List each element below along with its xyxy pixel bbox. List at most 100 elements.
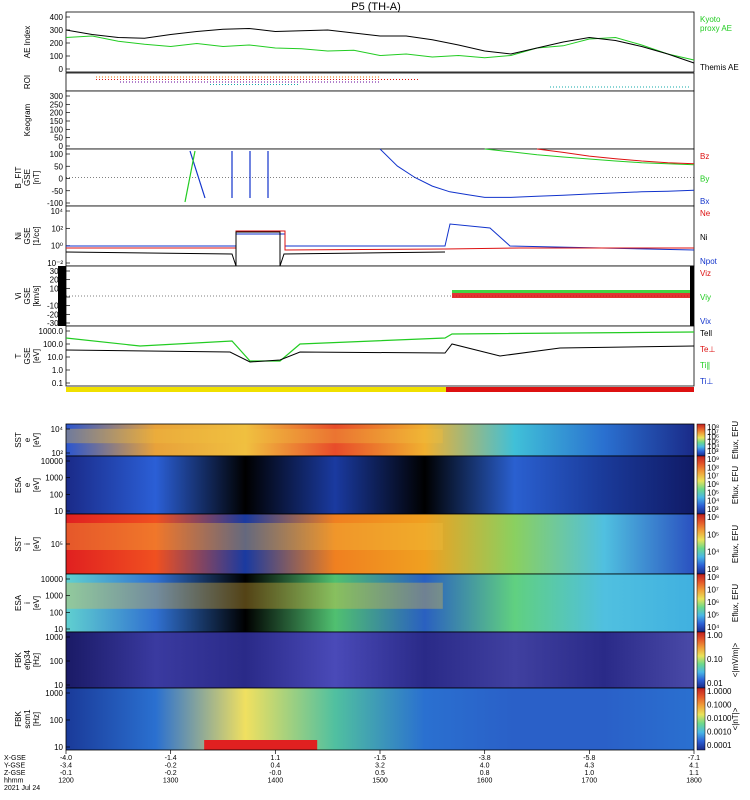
- ephemeris-value: 4.3: [584, 763, 594, 770]
- spectrogram-band: [66, 582, 443, 609]
- ytick-label: 10: [54, 681, 63, 690]
- ylabel-esa_e: ESA e [eV]: [14, 476, 41, 493]
- series-te: [65, 343, 695, 363]
- ylabel-line: e: [23, 437, 32, 442]
- ylabel-line: GSE: [23, 288, 32, 305]
- ylabel-line: FBK: [14, 711, 23, 727]
- panel-esa_i: 10⁸ 10⁷ 10⁶ 10⁵ 10⁴ Eflux, EFU 10000 1000 100 10 E…: [14, 573, 740, 634]
- ylabel-line: [eV]: [32, 349, 41, 363]
- colorbar: [696, 513, 706, 575]
- ylabel-line: i: [23, 543, 32, 545]
- ylabel-line: efp34: [23, 649, 32, 670]
- ylabel-velocity: Vi GSE [km/s]: [14, 285, 41, 306]
- panel-roi: ROI: [23, 72, 695, 92]
- colorbar-label: Eflux, EFU: [731, 421, 740, 459]
- ylabel-line: [eV]: [32, 596, 41, 610]
- ytick-label: 10⁵: [51, 540, 63, 549]
- ytick-label: 10⁴: [51, 425, 64, 434]
- colorbar-tick: 10⁷: [707, 472, 719, 481]
- series-kyoto-proxy-ae: [65, 35, 695, 61]
- ylabel-line: B_FIT: [14, 166, 23, 188]
- ylabel-line: GSE: [23, 228, 32, 245]
- ytick-label: 300: [50, 26, 64, 35]
- ytick-label: 10⁴: [51, 207, 64, 216]
- ephemeris-value: 1.1: [270, 755, 280, 762]
- legend-entry: Npot: [700, 257, 718, 266]
- colorbar: [696, 423, 706, 457]
- ytick-label: 100.0: [43, 340, 64, 349]
- ytick-label: 250: [50, 100, 64, 109]
- panel-velocity: 3002001000-100-200-300ViGSE[km/s]VizViyV…: [14, 265, 711, 328]
- colorbar-label: Eflux, EFU: [731, 584, 740, 622]
- colorbar-tick: 10⁷: [707, 586, 719, 595]
- colorbar-tick: 10⁵: [707, 530, 719, 539]
- panel-bg: [66, 326, 694, 386]
- colorbar-tick: 1.0000: [707, 687, 732, 696]
- ylabel-line: [1/cc]: [32, 226, 41, 245]
- ytick-label: 0: [59, 142, 64, 151]
- ylabel-line: SST: [14, 536, 23, 552]
- colorbar-tick: 0.01: [707, 679, 723, 688]
- colorbar-label: Eflux, EFU: [731, 525, 740, 563]
- series-viy: [452, 290, 694, 293]
- ytick-label: 10: [54, 743, 63, 752]
- ylabel-fbk_e: FBK efp34 [Hz]: [14, 649, 41, 670]
- colorbar-tick: 10⁴: [707, 623, 720, 632]
- colorbar: [696, 573, 706, 633]
- ephemeris-value: -1.4: [165, 755, 177, 762]
- colorbar-tick: 10³: [707, 505, 719, 514]
- colorbar-tick: 10⁸: [707, 573, 719, 582]
- ephemeris-value: 4.0: [480, 763, 490, 770]
- ephemeris-value: 1200: [58, 778, 74, 785]
- colorbar-tick: 0.0001: [707, 741, 732, 750]
- spectrogram: [66, 514, 694, 574]
- ylabel-density: Ni GSE [1/cc]: [14, 226, 41, 245]
- edge-fill: [690, 266, 694, 326]
- colorbar-tick: 10⁸: [707, 423, 719, 432]
- legend-entry: Bx: [700, 197, 709, 206]
- legend-entry: Viy: [700, 293, 711, 302]
- colorbar-tick: 10⁷: [707, 428, 719, 437]
- ephemeris-value: 1.1: [689, 770, 699, 777]
- colorbar-tick: 10⁶: [707, 513, 719, 522]
- ylabel-line: [eV]: [32, 433, 41, 447]
- ytick-label: 1000: [45, 474, 63, 483]
- ephemeris-row-label: 2021 Jul 24: [4, 785, 40, 792]
- ylabel-bfield: B_FIT GSE [nT]: [14, 166, 41, 188]
- ylabel-line: [eV]: [32, 478, 41, 492]
- spectrogram: [66, 574, 694, 632]
- ylabel-line: GSE: [23, 169, 32, 186]
- colorbar-tick: 0.0010: [707, 728, 732, 737]
- colorbar-tick: 10⁵: [707, 488, 719, 497]
- ytick-label: 10000: [41, 457, 64, 466]
- legend-entry: Tell: [700, 329, 712, 338]
- ylabel-line: i: [23, 602, 32, 604]
- series-by: [484, 148, 695, 166]
- ylabel-fbk_b: FBK scm1 [Hz]: [14, 709, 41, 729]
- series-bx: [379, 148, 695, 198]
- ytick-label: 400: [50, 13, 64, 22]
- ytick-label: 100: [50, 657, 64, 666]
- colorbar-tick: 10⁹: [707, 455, 719, 464]
- edge-fill: [58, 266, 66, 326]
- panel-frame: [65, 325, 695, 387]
- panel-fbk_e: 1.00 0.10 0.01 <|mV/m|> 1000 100 10 FBK efp34 [Hz…: [14, 631, 740, 690]
- ephemeris-value: -3.8: [479, 755, 491, 762]
- ephemeris-value: 1700: [582, 778, 598, 785]
- spectrogram: [66, 424, 694, 456]
- ytick-label: 300: [50, 92, 64, 101]
- colorbar-tick: 10⁵: [707, 437, 719, 446]
- legend-entry: By: [700, 175, 709, 184]
- ephemeris-row-label: X-GSE: [4, 755, 26, 762]
- ylabel-line: FBK: [14, 652, 23, 668]
- ephemeris-value: -3.4: [60, 763, 72, 770]
- ylabel-line: [eV]: [32, 537, 41, 551]
- ytick-label: 1000: [45, 592, 63, 601]
- ephemeris-value: 3.2: [375, 763, 385, 770]
- spectrogram: [66, 688, 694, 750]
- ytick-label: 200: [50, 276, 64, 285]
- ytick-label: 100: [50, 716, 64, 725]
